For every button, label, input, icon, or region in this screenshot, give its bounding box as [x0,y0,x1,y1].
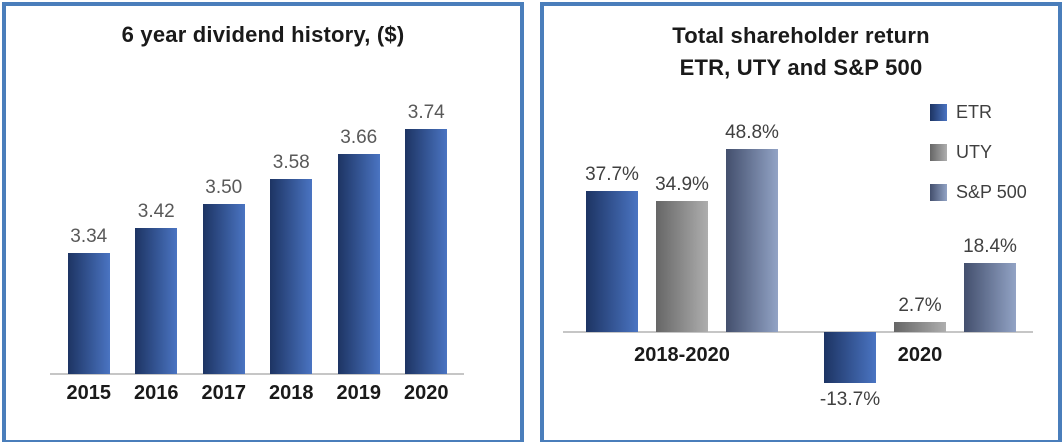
bar-2016 [135,228,178,374]
x-axis-label-2016: 2016 [134,382,179,404]
plot-area-dividend-history: 3.34 2015 3.42 2016 3.50 2017 3.58 2018 3.66 2019… [6,6,520,440]
bar-etr-2018-2020 [586,191,638,332]
legend-label: ETR [956,102,992,122]
x-axis-label-2018-2020: 2018-2020 [634,344,730,366]
bar-2020 [405,129,448,374]
legend-label: S&P 500 [956,182,1027,202]
chart-title-total-shareholder-return: Total shareholder return ETR, UTY and S&… [544,20,1058,84]
bar-value-label: 3.74 [407,102,445,123]
bar-sp500-2018-2020 [726,149,778,332]
bar-value-label: -13.7% [819,389,881,410]
legend-label: UTY [956,142,992,162]
bar-value-label: 3.50 [205,177,243,198]
bar-value-label: 3.58 [272,152,310,173]
x-axis-label-2020: 2020 [404,382,449,404]
bar-2017 [202,204,245,374]
x-axis-label-2019: 2019 [336,382,382,404]
bar-2015 [67,253,110,374]
bar-value-label: 48.8% [725,122,779,143]
chart-title-line-1: Total shareholder return [672,23,930,48]
panel-dividend-history: 6 year dividend history, ($) 3.34 2015 3.4… [2,2,524,442]
legend: ETR UTY S&P 500 [930,102,1027,203]
x-axis-label-2017: 2017 [201,382,247,404]
legend-swatch-icon [930,184,947,201]
bar-value-label: 18.4% [963,236,1017,257]
bar-uty-2020 [894,322,946,332]
bar-2019 [337,154,380,374]
legend-swatch-icon [930,104,947,121]
bar-uty-2018-2020 [656,201,708,332]
x-axis-label-2018: 2018 [269,382,314,404]
bar-value-label: 37.7% [585,164,639,185]
x-axis-line [50,373,464,375]
bar-value-label: 3.42 [137,201,175,222]
bar-value-label: 2.7% [898,295,942,316]
x-axis-line [563,331,1033,333]
chart-title-line-2: ETR, UTY and S&P 500 [679,55,923,80]
plot-area-total-shareholder-return: ETR UTY S&P 500 37.7% 34.9% 48.8% 2018-2020 -1… [544,6,1058,440]
legend-item-etr: ETR [930,102,1027,123]
bar-2018 [270,179,313,374]
bar-value-label: 3.34 [70,226,108,247]
legend-swatch-icon [930,144,947,161]
bar-value-label: 3.66 [340,127,378,148]
bar-etr-2020 [824,332,876,383]
x-axis-label-2015: 2015 [66,382,112,404]
legend-item-sp500: S&P 500 [930,182,1027,203]
legend-item-uty: UTY [930,142,1027,163]
x-axis-label-2020: 2020 [897,344,943,366]
panel-total-shareholder-return: Total shareholder return ETR, UTY and S&… [540,2,1062,442]
bar-value-label: 34.9% [655,174,709,195]
chart-title-dividend-history: 6 year dividend history, ($) [121,22,405,47]
bar-sp500-2020 [964,263,1016,332]
